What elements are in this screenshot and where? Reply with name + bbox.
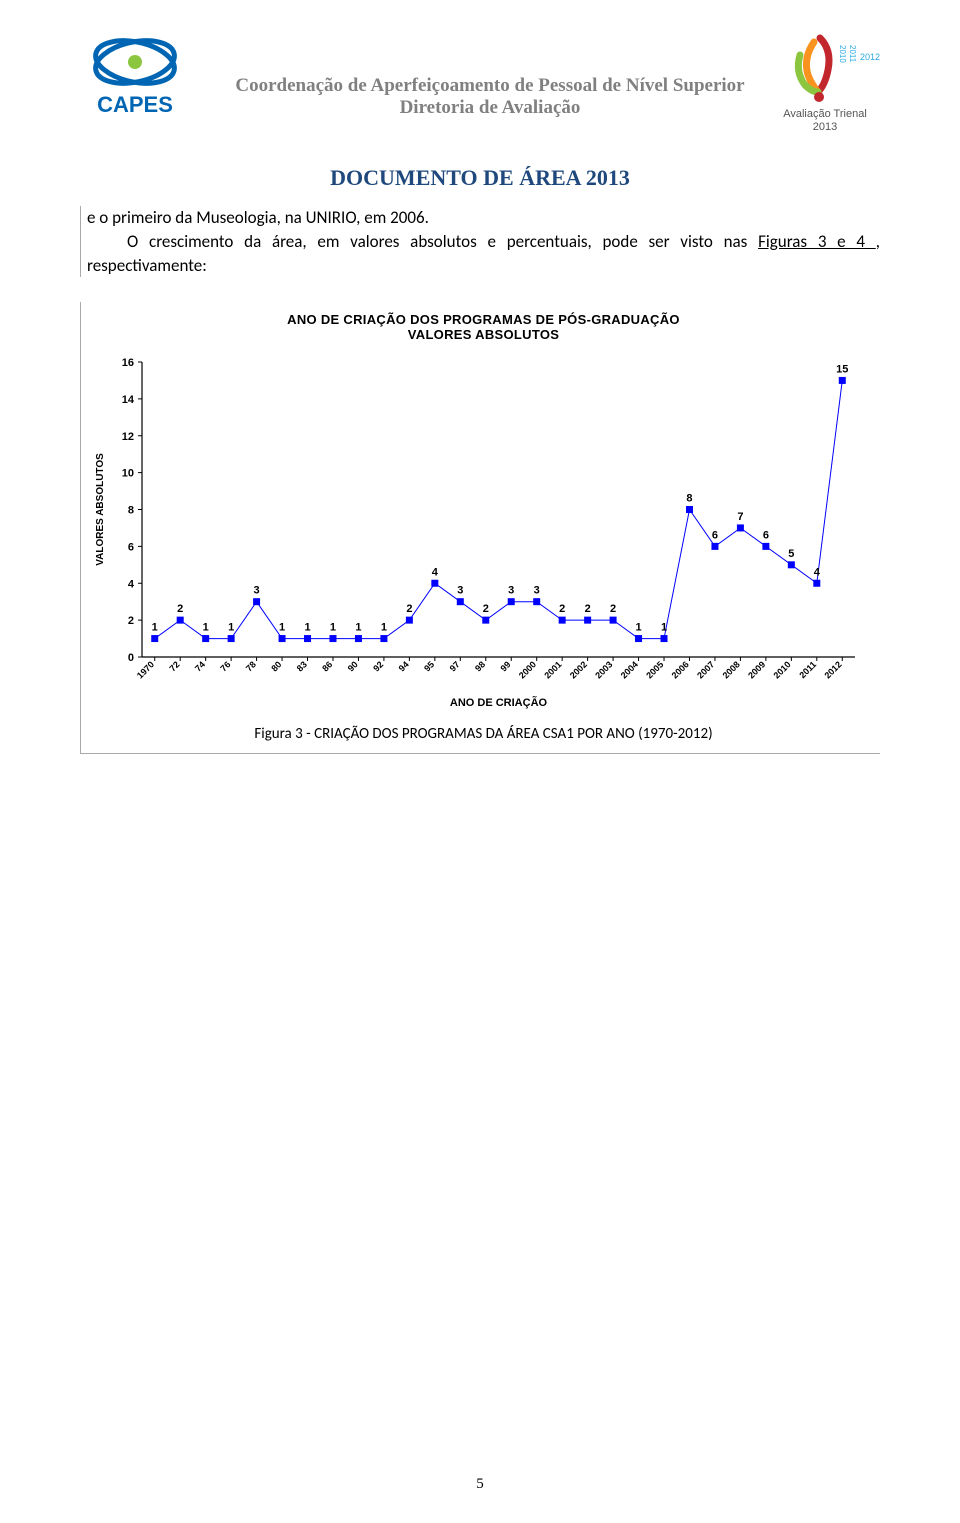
- svg-text:14: 14: [122, 394, 135, 406]
- svg-text:2004: 2004: [619, 660, 640, 681]
- svg-text:2003: 2003: [593, 660, 614, 681]
- svg-text:92: 92: [371, 660, 385, 674]
- body-paragraph: e o primeiro da Museologia, na UNIRIO, e…: [80, 206, 880, 277]
- svg-text:4: 4: [814, 567, 821, 579]
- svg-text:1: 1: [203, 622, 209, 634]
- svg-text:2012: 2012: [822, 660, 843, 681]
- svg-text:72: 72: [167, 660, 181, 674]
- page-number: 5: [0, 1476, 960, 1493]
- svg-text:8: 8: [128, 505, 134, 517]
- capes-logo: CAPES: [80, 30, 210, 130]
- chart-container: ANO DE CRIAÇÃO DOS PROGRAMAS DE PÓS-GRAD…: [80, 302, 880, 754]
- svg-text:2: 2: [483, 604, 489, 616]
- svg-text:10: 10: [122, 468, 134, 480]
- chart-title-2: VALORES ABSOLUTOS: [408, 327, 559, 342]
- svg-text:98: 98: [473, 660, 487, 674]
- svg-text:3: 3: [457, 585, 463, 597]
- svg-text:2001: 2001: [542, 660, 563, 681]
- svg-text:1: 1: [661, 622, 667, 634]
- svg-text:2: 2: [406, 604, 412, 616]
- header-title-2: Diretoria de Avaliação: [210, 97, 770, 119]
- svg-text:6: 6: [763, 530, 769, 542]
- svg-text:2000: 2000: [517, 660, 538, 681]
- svg-text:3: 3: [508, 585, 514, 597]
- svg-text:97: 97: [448, 660, 462, 674]
- svg-text:5: 5: [788, 548, 794, 560]
- body-p2a: O crescimento da área, em valores absolu…: [127, 231, 758, 252]
- figure-ref-link[interactable]: Figuras 3 e 4: [758, 231, 876, 252]
- header-title-1: Coordenação de Aperfeiçoamento de Pessoa…: [210, 75, 770, 97]
- svg-text:1: 1: [635, 622, 641, 634]
- svg-text:2010: 2010: [772, 660, 793, 681]
- page: CAPES Coordenação de Aperfeiçoamento de …: [0, 0, 960, 1523]
- svg-text:ANO DE CRIAÇÃO: ANO DE CRIAÇÃO: [450, 696, 548, 709]
- svg-text:6: 6: [712, 530, 718, 542]
- svg-text:3: 3: [254, 585, 260, 597]
- svg-text:2007: 2007: [695, 660, 716, 681]
- svg-text:8: 8: [686, 493, 692, 505]
- svg-text:1: 1: [330, 622, 336, 634]
- svg-text:1: 1: [304, 622, 310, 634]
- svg-text:74: 74: [193, 660, 207, 674]
- svg-text:4: 4: [128, 579, 135, 591]
- svg-text:78: 78: [244, 660, 258, 674]
- svg-text:16: 16: [122, 357, 134, 369]
- svg-text:76: 76: [218, 660, 232, 674]
- svg-text:94: 94: [397, 660, 411, 674]
- svg-text:2002: 2002: [568, 660, 589, 681]
- svg-text:80: 80: [269, 660, 283, 674]
- svg-text:Avaliação Trienal: Avaliação Trienal: [783, 108, 867, 120]
- header: CAPES Coordenação de Aperfeiçoamento de …: [80, 30, 880, 140]
- document-title: DOCUMENTO DE ÁREA 2013: [80, 165, 880, 191]
- avaliacao-logo: 2010 2011 2012 Avaliação Trienal 2013: [770, 30, 880, 140]
- svg-text:12: 12: [122, 431, 134, 443]
- svg-text:83: 83: [295, 660, 309, 674]
- svg-text:2011: 2011: [848, 45, 857, 63]
- svg-text:1: 1: [152, 622, 158, 634]
- svg-text:2009: 2009: [746, 660, 767, 681]
- svg-text:1: 1: [228, 622, 234, 634]
- svg-text:1970: 1970: [135, 660, 156, 681]
- chart-caption: Figura 3 - CRIAÇÃO DOS PROGRAMAS DA ÁREA…: [87, 725, 880, 743]
- header-center: Coordenação de Aperfeiçoamento de Pessoa…: [210, 75, 770, 119]
- svg-text:2011: 2011: [797, 660, 818, 681]
- chart-title-1: ANO DE CRIAÇÃO DOS PROGRAMAS DE PÓS-GRAD…: [287, 312, 680, 327]
- chart-svg: 0246810121416197072747678808386909294959…: [87, 352, 867, 712]
- svg-text:2012: 2012: [860, 52, 880, 62]
- svg-text:2010: 2010: [838, 45, 847, 63]
- svg-text:2008: 2008: [721, 660, 742, 681]
- svg-text:4: 4: [432, 567, 439, 579]
- svg-text:90: 90: [346, 660, 360, 674]
- svg-text:2006: 2006: [670, 660, 691, 681]
- svg-text:1: 1: [355, 622, 361, 634]
- svg-text:2: 2: [177, 604, 183, 616]
- svg-text:95: 95: [422, 660, 436, 674]
- body-p1: e o primeiro da Museologia, na UNIRIO, e…: [87, 207, 429, 228]
- svg-text:1: 1: [279, 622, 285, 634]
- svg-text:3: 3: [534, 585, 540, 597]
- svg-text:2005: 2005: [644, 660, 665, 681]
- svg-text:0: 0: [128, 652, 134, 664]
- svg-text:86: 86: [320, 660, 334, 674]
- svg-text:2: 2: [559, 604, 565, 616]
- svg-text:2: 2: [585, 604, 591, 616]
- svg-text:2: 2: [128, 616, 134, 628]
- svg-text:1: 1: [381, 622, 387, 634]
- svg-text:2: 2: [610, 604, 616, 616]
- svg-text:7: 7: [737, 511, 743, 523]
- capes-logo-text: CAPES: [97, 92, 173, 117]
- chart-title: ANO DE CRIAÇÃO DOS PROGRAMAS DE PÓS-GRAD…: [87, 312, 880, 342]
- svg-text:VALORES ABSOLUTOS: VALORES ABSOLUTOS: [95, 453, 106, 566]
- svg-text:15: 15: [836, 364, 848, 376]
- svg-text:6: 6: [128, 542, 134, 554]
- svg-text:99: 99: [498, 660, 512, 674]
- svg-text:2013: 2013: [813, 121, 837, 133]
